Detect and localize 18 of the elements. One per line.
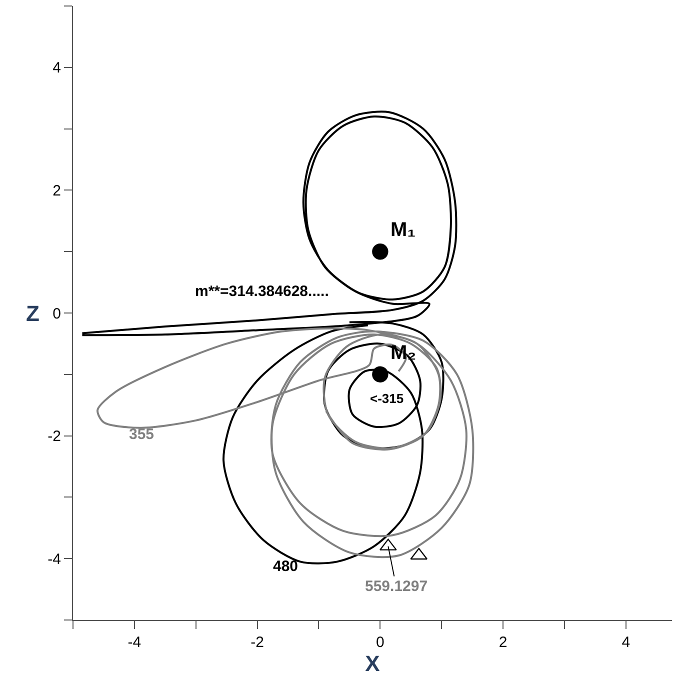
y-tick-label: 2 (52, 182, 61, 200)
annotation: m**=314.384628..... (195, 283, 329, 300)
x-tick-label: 4 (622, 634, 630, 651)
y-tick-label: 4 (52, 60, 61, 77)
x-tick-label: 2 (498, 634, 508, 651)
annotation: 480 (273, 558, 298, 575)
annotation: <-315 (370, 391, 404, 406)
x-tick-label: -4 (128, 634, 142, 651)
y-tick-label: -4 (48, 550, 61, 568)
x-tick-label: 0 (376, 634, 384, 651)
x-axis-title: X (365, 651, 380, 676)
y-tick-label: -2 (48, 428, 61, 446)
annotation: 355 (129, 426, 154, 443)
x-tick-label: -2 (250, 634, 264, 651)
annotation: 559.1297 (365, 578, 428, 595)
y-axis-title: Z (26, 301, 40, 326)
series-label: M₁ (390, 219, 416, 242)
y-tick-label: 0 (52, 305, 61, 322)
